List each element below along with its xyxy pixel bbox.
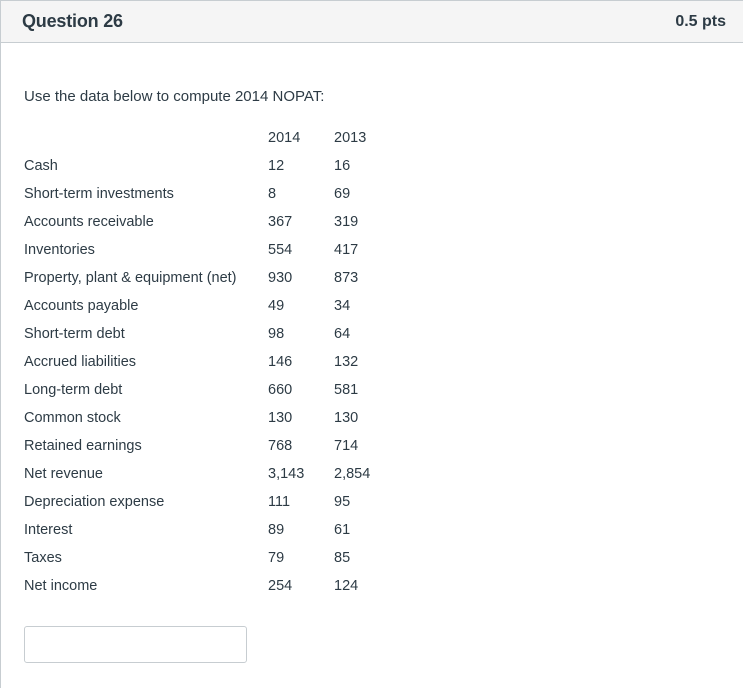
- value-2014: 3,143: [268, 466, 305, 482]
- question-prompt: Use the data below to compute 2014 NOPAT…: [24, 88, 325, 105]
- value-2014: 79: [268, 550, 285, 566]
- value-2014: 12: [268, 158, 285, 174]
- row-label: Inventories: [24, 242, 95, 258]
- table-header-row: 2014 2013: [24, 124, 394, 152]
- answer-input[interactable]: [24, 626, 247, 663]
- value-2013: 319: [334, 214, 359, 230]
- row-label: Long-term debt: [24, 382, 123, 398]
- value-2014: 768: [268, 438, 293, 454]
- column-header-2013: 2013: [334, 130, 367, 146]
- question-title: Question 26: [22, 11, 123, 31]
- table-row: Property, plant & equipment (net) 930 873: [24, 264, 394, 292]
- table-row: Depreciation expense 111 95: [24, 488, 394, 516]
- row-label: Accounts receivable: [24, 214, 154, 230]
- value-2014: 367: [268, 214, 293, 230]
- value-2014: 146: [268, 354, 293, 370]
- value-2013: 124: [334, 578, 359, 594]
- column-header-2014: 2014: [268, 130, 301, 146]
- row-label: Accrued liabilities: [24, 354, 137, 370]
- question-header: Question 26 0.5 pts: [1, 0, 743, 43]
- table-row: Common stock 130 130: [24, 404, 394, 432]
- table-row: Short-term investments 8 69: [24, 180, 394, 208]
- value-2013: 61: [334, 522, 351, 538]
- table-row: Short-term debt 98 64: [24, 320, 394, 348]
- table-row: Cash 12 16: [24, 152, 394, 180]
- value-2013: 64: [334, 326, 351, 342]
- row-label: Accounts payable: [24, 298, 139, 314]
- value-2014: 49: [268, 298, 285, 314]
- row-label: Cash: [24, 158, 58, 174]
- table-body: Cash 12 16 Short-term investments 8 69 Account…: [24, 152, 394, 600]
- value-2013: 2,854: [334, 466, 371, 482]
- value-2013: 85: [334, 550, 351, 566]
- value-2013: 130: [334, 410, 359, 426]
- value-2013: 417: [334, 242, 359, 258]
- value-2013: 95: [334, 494, 351, 510]
- row-label: Short-term investments: [24, 186, 174, 202]
- value-2014: 130: [268, 410, 293, 426]
- row-label: Net revenue: [24, 466, 103, 482]
- value-2014: 98: [268, 326, 285, 342]
- value-2013: 581: [334, 382, 359, 398]
- table-row: Accounts payable 49 34: [24, 292, 394, 320]
- value-2013: 132: [334, 354, 359, 370]
- question-points: 0.5 pts: [675, 12, 726, 30]
- table-row: Accounts receivable 367 319: [24, 208, 394, 236]
- table-row: Taxes 79 85: [24, 544, 394, 572]
- table-row: Long-term debt 660 581: [24, 376, 394, 404]
- table-row: Accrued liabilities 146 132: [24, 348, 394, 376]
- row-label: Short-term debt: [24, 326, 125, 342]
- question-body: Use the data below to compute 2014 NOPAT…: [1, 43, 743, 663]
- value-2013: 873: [334, 270, 359, 286]
- value-2014: 254: [268, 578, 293, 594]
- table-row: Net revenue 3,143 2,854: [24, 460, 394, 488]
- column-header-label: [24, 124, 268, 152]
- table-row: Interest 89 61: [24, 516, 394, 544]
- value-2013: 714: [334, 438, 359, 454]
- value-2014: 89: [268, 522, 285, 538]
- value-2013: 34: [334, 298, 351, 314]
- value-2013: 16: [334, 158, 351, 174]
- value-2014: 554: [268, 242, 293, 258]
- table-row: Retained earnings 768 714: [24, 432, 394, 460]
- row-label: Property, plant & equipment (net): [24, 270, 237, 286]
- value-2013: 69: [334, 186, 351, 202]
- row-label: Taxes: [24, 550, 62, 566]
- value-2014: 660: [268, 382, 293, 398]
- financial-data-table: 2014 2013 Cash 12 16 Short-term investments…: [24, 124, 394, 600]
- value-2014: 930: [268, 270, 293, 286]
- row-label: Net income: [24, 578, 98, 594]
- row-label: Retained earnings: [24, 438, 142, 454]
- row-label: Depreciation expense: [24, 494, 165, 510]
- row-label: Interest: [24, 522, 73, 538]
- value-2014: 8: [268, 186, 277, 202]
- table-row: Net income 254 124: [24, 572, 394, 600]
- row-label: Common stock: [24, 410, 121, 426]
- value-2014: 111: [268, 494, 291, 510]
- table-row: Inventories 554 417: [24, 236, 394, 264]
